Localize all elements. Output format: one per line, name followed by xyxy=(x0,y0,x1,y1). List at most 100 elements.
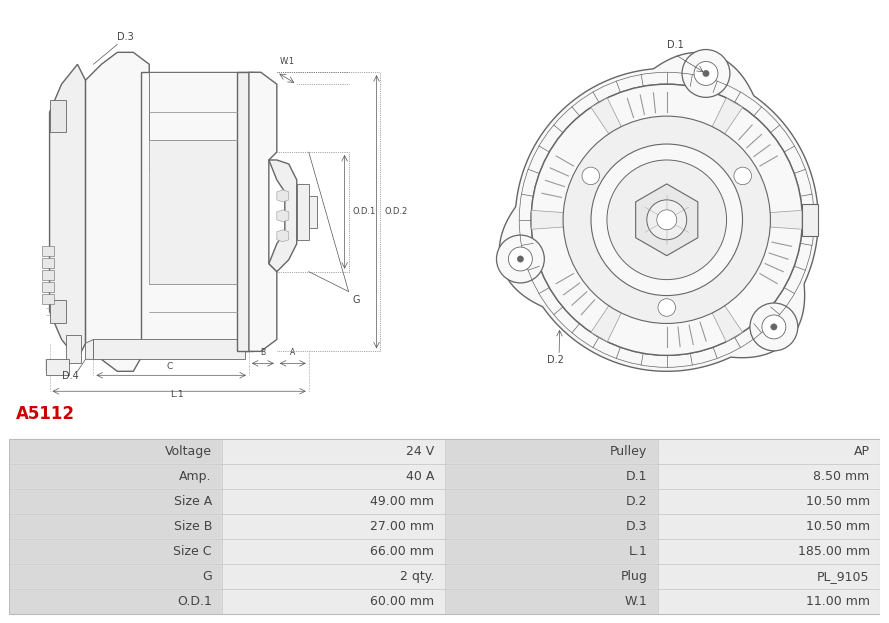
Text: 49.00 mm: 49.00 mm xyxy=(370,495,434,508)
Bar xyxy=(658,539,880,564)
Bar xyxy=(658,439,880,464)
Text: W.1: W.1 xyxy=(279,57,294,66)
Bar xyxy=(222,489,444,514)
Bar xyxy=(658,464,880,489)
Polygon shape xyxy=(50,100,66,132)
Text: D.2: D.2 xyxy=(626,495,647,508)
Text: Size C: Size C xyxy=(173,545,212,558)
Bar xyxy=(222,564,444,589)
Bar xyxy=(297,184,308,240)
Bar xyxy=(222,539,444,564)
Circle shape xyxy=(657,210,677,230)
Text: Size B: Size B xyxy=(173,520,212,533)
Circle shape xyxy=(658,299,676,316)
Polygon shape xyxy=(712,306,742,341)
Polygon shape xyxy=(636,184,698,255)
Text: 185.00 mm: 185.00 mm xyxy=(797,545,869,558)
Bar xyxy=(42,282,53,292)
Bar xyxy=(658,514,880,539)
Text: G: G xyxy=(202,570,212,583)
Bar xyxy=(222,514,444,539)
Text: AP: AP xyxy=(853,445,869,458)
Text: O.D.1: O.D.1 xyxy=(177,595,212,608)
Text: O.D.1: O.D.1 xyxy=(353,207,376,216)
Bar xyxy=(93,340,245,359)
Circle shape xyxy=(607,160,726,280)
Bar xyxy=(9,439,880,614)
Polygon shape xyxy=(85,52,149,371)
Circle shape xyxy=(694,62,718,85)
Bar xyxy=(444,489,658,514)
Bar xyxy=(9,489,222,514)
Circle shape xyxy=(771,324,777,330)
Text: Size A: Size A xyxy=(173,495,212,508)
Circle shape xyxy=(517,256,524,262)
Polygon shape xyxy=(268,160,297,272)
Bar xyxy=(444,464,658,489)
Polygon shape xyxy=(50,300,66,323)
Text: W.1: W.1 xyxy=(625,595,647,608)
Text: L.1: L.1 xyxy=(171,390,184,399)
Bar xyxy=(237,72,249,351)
Bar xyxy=(42,270,53,280)
Text: Pulley: Pulley xyxy=(610,445,647,458)
Text: A5112: A5112 xyxy=(16,406,75,424)
Circle shape xyxy=(532,84,802,355)
Polygon shape xyxy=(276,210,289,222)
Text: C: C xyxy=(166,363,172,371)
Bar xyxy=(658,564,880,589)
Bar xyxy=(658,589,880,614)
Polygon shape xyxy=(591,98,621,134)
Text: A: A xyxy=(290,348,295,358)
Circle shape xyxy=(750,303,797,351)
Polygon shape xyxy=(66,335,82,363)
Bar xyxy=(222,464,444,489)
Circle shape xyxy=(563,116,771,323)
Bar xyxy=(222,589,444,614)
Text: PL_9105: PL_9105 xyxy=(817,570,869,583)
Bar xyxy=(444,539,658,564)
Text: D.4: D.4 xyxy=(61,371,78,381)
Circle shape xyxy=(734,167,751,184)
Bar xyxy=(658,489,880,514)
Text: 27.00 mm: 27.00 mm xyxy=(370,520,434,533)
Text: D.1: D.1 xyxy=(626,470,647,483)
Text: Plug: Plug xyxy=(621,570,647,583)
Bar xyxy=(444,564,658,589)
Text: D.3: D.3 xyxy=(626,520,647,533)
Text: 66.00 mm: 66.00 mm xyxy=(370,545,434,558)
Text: 2 qty.: 2 qty. xyxy=(400,570,434,583)
Polygon shape xyxy=(85,340,93,359)
Circle shape xyxy=(496,235,544,283)
Polygon shape xyxy=(532,211,564,229)
Bar xyxy=(9,564,222,589)
Text: 8.50 mm: 8.50 mm xyxy=(813,470,869,483)
Polygon shape xyxy=(802,204,818,235)
Bar xyxy=(444,589,658,614)
Bar xyxy=(149,72,245,172)
Bar xyxy=(9,464,222,489)
Text: 24 V: 24 V xyxy=(405,445,434,458)
Circle shape xyxy=(703,70,709,77)
Bar xyxy=(444,439,658,464)
Bar xyxy=(42,293,53,303)
Polygon shape xyxy=(500,52,818,371)
Bar xyxy=(9,514,222,539)
Polygon shape xyxy=(50,64,85,359)
Text: D.2: D.2 xyxy=(547,355,564,365)
Bar xyxy=(42,245,53,255)
Text: 60.00 mm: 60.00 mm xyxy=(370,595,434,608)
Text: D.1: D.1 xyxy=(667,40,684,50)
Polygon shape xyxy=(276,190,289,202)
Text: 10.50 mm: 10.50 mm xyxy=(805,495,869,508)
Circle shape xyxy=(762,315,786,339)
Text: 10.50 mm: 10.50 mm xyxy=(805,520,869,533)
Circle shape xyxy=(682,49,730,97)
Text: D.3: D.3 xyxy=(117,32,134,42)
Circle shape xyxy=(582,167,599,184)
Bar xyxy=(444,514,658,539)
Polygon shape xyxy=(712,98,742,134)
Bar xyxy=(42,258,53,268)
Polygon shape xyxy=(770,211,802,229)
Polygon shape xyxy=(591,306,621,341)
